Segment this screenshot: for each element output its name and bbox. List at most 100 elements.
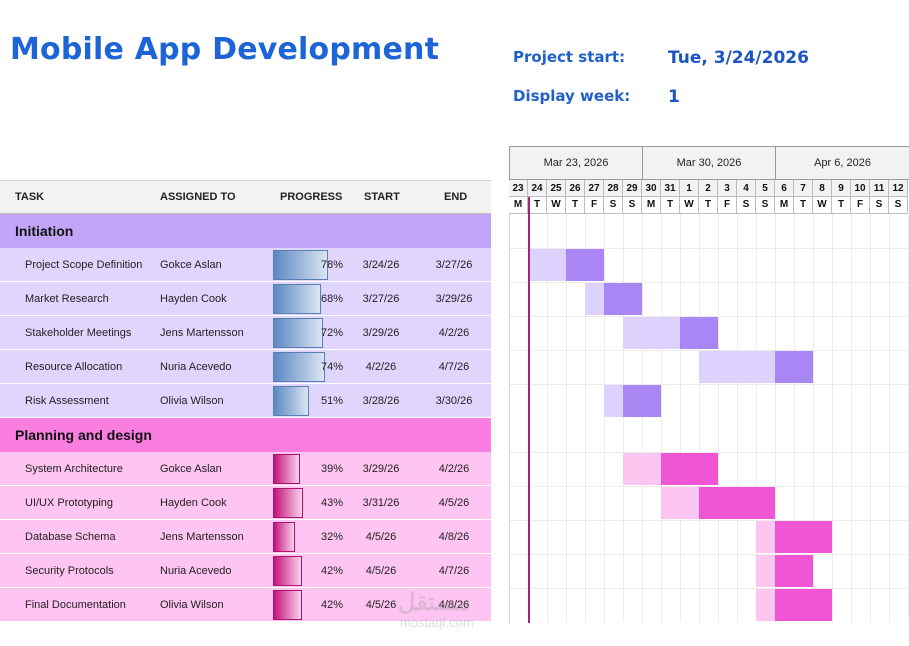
end-date-cell[interactable]: 4/2/26 — [438, 327, 470, 339]
gantt-bar-done[interactable] — [756, 521, 775, 553]
end-date-cell[interactable]: 4/8/26 — [438, 599, 470, 611]
task-row[interactable]: Resource Allocation Nuria Acevedo 74% 4/2/2… — [0, 350, 491, 384]
gantt-row — [509, 452, 909, 486]
column-header-end[interactable]: END — [444, 191, 468, 203]
task-name-cell[interactable]: Market Research — [25, 293, 109, 305]
assigned-to-cell[interactable]: Olivia Wilson — [160, 599, 224, 611]
start-date-cell[interactable]: 4/2/26 — [365, 361, 397, 373]
grid-line — [832, 214, 833, 622]
task-row[interactable]: Security Protocols Nuria Acevedo 42% 4/5/26… — [0, 554, 491, 588]
gantt-row — [509, 384, 909, 418]
assigned-to-cell[interactable]: Jens Martensson — [160, 327, 244, 339]
progress-cell[interactable]: 78% — [273, 250, 355, 280]
task-name-cell[interactable]: Stakeholder Meetings — [25, 327, 132, 339]
start-date-cell[interactable]: 3/29/26 — [362, 327, 400, 339]
start-date-cell[interactable]: 3/31/26 — [362, 497, 400, 509]
progress-cell[interactable]: 68% — [273, 284, 355, 314]
column-header-progress[interactable]: PROGRESS — [280, 191, 343, 203]
task-row[interactable]: Database Schema Jens Martensson 32% 4/5/26 4… — [0, 520, 491, 554]
task-row[interactable]: Final Documentation Olivia Wilson 42% 4/5/2… — [0, 588, 491, 622]
task-name-cell[interactable]: Security Protocols — [25, 565, 114, 577]
end-date-cell[interactable]: 4/5/26 — [438, 497, 470, 509]
gantt-bar-remaining[interactable] — [566, 249, 604, 281]
start-date-cell[interactable]: 4/5/26 — [365, 599, 397, 611]
progress-cell[interactable]: 74% — [273, 352, 355, 382]
task-row[interactable]: Market Research Hayden Cook 68% 3/27/26 3/29… — [0, 282, 491, 316]
gantt-bar-done[interactable] — [756, 589, 775, 621]
task-row[interactable]: Project Scope Definition Gokce Aslan 78% 3/… — [0, 248, 491, 282]
gantt-bar-remaining[interactable] — [775, 521, 832, 553]
task-row[interactable]: Risk Assessment Olivia Wilson 51% 3/28/26 3/… — [0, 384, 491, 418]
gantt-bar-remaining[interactable] — [661, 453, 718, 485]
task-name-cell[interactable]: System Architecture — [25, 463, 123, 475]
progress-cell[interactable]: 72% — [273, 318, 355, 348]
gantt-bar-done[interactable] — [604, 385, 623, 417]
progress-cell[interactable]: 39% — [273, 454, 355, 484]
end-date-cell[interactable]: 4/7/26 — [438, 565, 470, 577]
weekday-letter: M — [642, 197, 661, 214]
gantt-bar-remaining[interactable] — [699, 487, 775, 519]
column-header-task[interactable]: TASK — [15, 191, 45, 203]
task-name-cell[interactable]: Final Documentation — [25, 599, 126, 611]
project-title: Mobile App Development — [10, 32, 440, 67]
day-number: 25 — [547, 180, 566, 197]
day-number: 3 — [718, 180, 737, 197]
start-date-cell[interactable]: 3/28/26 — [362, 395, 400, 407]
end-date-cell[interactable]: 3/30/26 — [435, 395, 473, 407]
assigned-to-cell[interactable]: Hayden Cook — [160, 293, 227, 305]
gantt-bar-remaining[interactable] — [775, 589, 832, 621]
project-start-field[interactable]: Tue, 3/24/2026 — [668, 48, 809, 68]
task-row[interactable]: Stakeholder Meetings Jens Martensson 72% 3/… — [0, 316, 491, 350]
assigned-to-cell[interactable]: Gokce Aslan — [160, 463, 222, 475]
task-name-cell[interactable]: Database Schema — [25, 531, 116, 543]
gantt-bar-done[interactable] — [585, 283, 604, 315]
assigned-to-cell[interactable]: Jens Martensson — [160, 531, 244, 543]
weekday-letter: F — [718, 197, 737, 214]
progress-cell[interactable]: 42% — [273, 556, 355, 586]
gantt-bar-remaining[interactable] — [680, 317, 718, 349]
gantt-bar-done[interactable] — [623, 453, 661, 485]
assigned-to-cell[interactable]: Gokce Aslan — [160, 259, 222, 271]
grid-line — [756, 214, 757, 622]
end-date-cell[interactable]: 4/7/26 — [438, 361, 470, 373]
task-name-cell[interactable]: UI/UX Prototyping — [25, 497, 114, 509]
start-date-cell[interactable]: 3/24/26 — [362, 259, 400, 271]
task-row[interactable]: System Architecture Gokce Aslan 39% 3/29/26… — [0, 452, 491, 486]
gantt-bar-remaining[interactable] — [623, 385, 661, 417]
progress-cell[interactable]: 51% — [273, 386, 355, 416]
assigned-to-cell[interactable]: Olivia Wilson — [160, 395, 224, 407]
task-name-cell[interactable]: Risk Assessment — [25, 395, 109, 407]
gantt-bar-done[interactable] — [756, 555, 775, 587]
group-header[interactable]: Planning and design — [0, 418, 491, 452]
end-date-cell[interactable]: 4/8/26 — [438, 531, 470, 543]
assigned-to-cell[interactable]: Nuria Acevedo — [160, 565, 232, 577]
start-date-cell[interactable]: 3/27/26 — [362, 293, 400, 305]
gantt-bar-remaining[interactable] — [775, 351, 813, 383]
progress-cell[interactable]: 42% — [273, 590, 355, 620]
task-name-cell[interactable]: Project Scope Definition — [25, 259, 143, 271]
end-date-cell[interactable]: 4/2/26 — [438, 463, 470, 475]
group-header[interactable]: Initiation — [0, 214, 491, 248]
column-header-assigned[interactable]: ASSIGNED TO — [160, 191, 236, 203]
start-date-cell[interactable]: 3/29/26 — [362, 463, 400, 475]
task-name-cell[interactable]: Resource Allocation — [25, 361, 123, 373]
day-number: 5 — [756, 180, 775, 197]
assigned-to-cell[interactable]: Nuria Acevedo — [160, 361, 232, 373]
start-date-cell[interactable]: 4/5/26 — [365, 531, 397, 543]
gantt-bar-remaining[interactable] — [775, 555, 813, 587]
end-date-cell[interactable]: 3/29/26 — [435, 293, 473, 305]
progress-cell[interactable]: 43% — [273, 488, 355, 518]
end-date-cell[interactable]: 3/27/26 — [435, 259, 473, 271]
gantt-bar-remaining[interactable] — [604, 283, 642, 315]
gantt-bar-done[interactable] — [623, 317, 680, 349]
gantt-bar-done[interactable] — [661, 487, 699, 519]
gantt-bar-done[interactable] — [528, 249, 566, 281]
task-row[interactable]: UI/UX Prototyping Hayden Cook 43% 3/31/26 4/… — [0, 486, 491, 520]
column-header-start[interactable]: START — [364, 191, 400, 203]
start-date-cell[interactable]: 4/5/26 — [365, 565, 397, 577]
day-number: 6 — [775, 180, 794, 197]
progress-cell[interactable]: 32% — [273, 522, 355, 552]
gantt-bar-done[interactable] — [699, 351, 775, 383]
assigned-to-cell[interactable]: Hayden Cook — [160, 497, 227, 509]
display-week-field[interactable]: 1 — [668, 87, 680, 107]
